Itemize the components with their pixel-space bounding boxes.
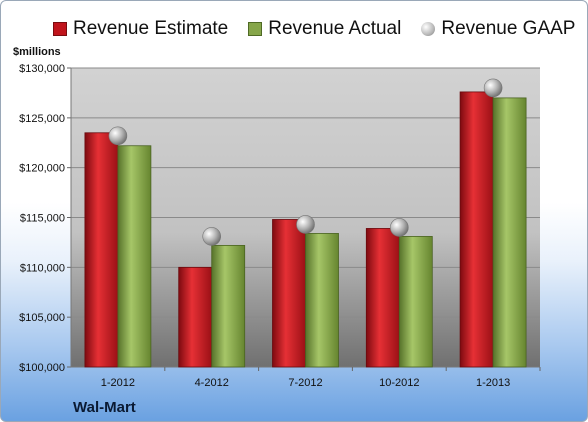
company-name: Wal-Mart — [73, 399, 136, 416]
legend-item-gaap: Revenue GAAP — [421, 18, 575, 40]
legend-label-actual: Revenue Actual — [268, 18, 402, 39]
y-tick-label: $115,000 — [20, 213, 65, 225]
legend-item-actual: Revenue Actual — [248, 18, 401, 40]
bar-revenue-actual — [398, 236, 433, 368]
bar-revenue-estimate — [365, 228, 400, 368]
bar-revenue-estimate — [459, 91, 494, 368]
marker-revenue-gaap — [389, 218, 409, 237]
legend-item-estimate: Revenue Estimate — [53, 18, 228, 40]
y-tick-label: $105,000 — [19, 312, 65, 324]
y-tick-label: $100,000 — [19, 362, 65, 374]
bar-revenue-estimate — [84, 132, 119, 368]
bar-revenue-estimate — [272, 219, 306, 368]
legend-swatch-estimate — [53, 22, 67, 36]
marker-revenue-gaap — [296, 215, 315, 234]
y-tick-label: $130,000 — [19, 63, 65, 75]
x-tick-label: 4-2012 — [195, 377, 229, 389]
bar-revenue-estimate — [178, 266, 213, 368]
bar-revenue-actual — [492, 97, 527, 368]
x-tick-label: 1-2012 — [101, 377, 135, 389]
y-tick-label: $125,000 — [19, 113, 65, 125]
marker-revenue-gaap — [108, 126, 128, 146]
y-tick-label: $120,000 — [19, 163, 65, 175]
marker-revenue-gaap — [202, 227, 221, 246]
legend-swatch-actual — [248, 22, 263, 36]
marker-revenue-gaap — [483, 78, 503, 98]
legend-swatch-gaap — [421, 22, 436, 36]
legend-label-gaap: Revenue GAAP — [441, 18, 576, 39]
legend-label-estimate: Revenue Estimate — [73, 18, 229, 39]
y-tick-label: $110,000 — [20, 262, 65, 274]
x-tick-label: 10-2012 — [379, 377, 419, 389]
bar-revenue-actual — [117, 145, 152, 368]
y-unit-label: $millions — [13, 46, 61, 58]
x-tick-label: 7-2012 — [288, 377, 322, 389]
bar-revenue-actual — [211, 245, 246, 368]
legend: Revenue Estimate Revenue Actual Revenue … — [53, 17, 575, 41]
x-tick-label: 1-2013 — [476, 377, 510, 389]
bar-revenue-actual — [305, 233, 339, 368]
